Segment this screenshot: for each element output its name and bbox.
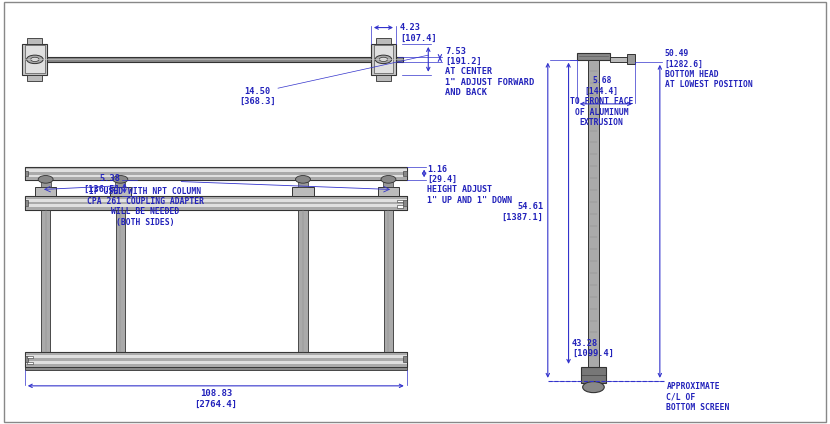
Bar	[610, 57, 627, 62]
Bar	[581, 367, 606, 383]
Bar	[376, 38, 391, 44]
Bar	[27, 38, 42, 44]
Bar	[25, 175, 407, 178]
Bar	[397, 205, 403, 208]
Bar	[376, 75, 391, 81]
Text: 1.16
[29.4]
HEIGHT ADJUST
1" UP AND 1" DOWN: 1.16 [29.4] HEIGHT ADJUST 1" UP AND 1" D…	[427, 165, 512, 205]
Circle shape	[27, 55, 43, 64]
Bar	[25, 167, 407, 180]
Bar	[22, 44, 47, 75]
Bar	[397, 200, 403, 202]
Bar	[377, 352, 400, 359]
Circle shape	[583, 382, 604, 393]
Bar	[25, 196, 407, 210]
Circle shape	[383, 353, 393, 358]
Bar	[35, 187, 56, 196]
Circle shape	[295, 176, 310, 183]
Text: 43.28
[1099.4]: 43.28 [1099.4]	[572, 339, 614, 358]
Circle shape	[31, 57, 39, 61]
Bar	[25, 352, 407, 367]
Bar	[25, 207, 407, 210]
Text: 7.53
[191.2]
AT CENTER
1" ADJUST FORWARD
AND BACK: 7.53 [191.2] AT CENTER 1" ADJUST FORWARD…	[445, 47, 535, 97]
Bar	[25, 56, 403, 62]
Bar	[627, 54, 635, 64]
Bar	[25, 204, 407, 207]
Circle shape	[38, 176, 53, 183]
Bar	[378, 187, 399, 196]
Bar	[25, 356, 28, 362]
Bar	[25, 355, 407, 358]
Circle shape	[113, 176, 128, 183]
Bar	[403, 171, 407, 176]
Bar	[25, 169, 407, 172]
Bar	[34, 352, 57, 359]
Text: 5.68
[144.4]
TO FRONT FACE
OF ALUMINUM
EXTRUSION: 5.68 [144.4] TO FRONT FACE OF ALUMINUM E…	[570, 76, 633, 127]
Bar	[25, 45, 45, 73]
Text: 54.61
[1387.1]: 54.61 [1387.1]	[501, 202, 544, 221]
Bar	[25, 202, 407, 204]
Bar	[27, 362, 33, 364]
Bar	[109, 352, 132, 359]
Bar	[25, 358, 407, 361]
Bar	[577, 53, 610, 60]
Circle shape	[115, 353, 125, 358]
Bar	[110, 187, 131, 196]
Circle shape	[298, 353, 308, 358]
Bar	[27, 75, 42, 81]
Bar	[25, 196, 407, 199]
Bar	[374, 45, 393, 73]
Bar	[25, 171, 28, 176]
Bar	[383, 210, 393, 352]
Bar	[25, 361, 407, 364]
Bar	[25, 167, 407, 180]
Bar	[42, 210, 50, 352]
Bar	[403, 201, 407, 206]
Bar	[25, 178, 407, 180]
Bar	[588, 60, 598, 367]
Text: 14.50
[368.3]: 14.50 [368.3]	[239, 87, 276, 106]
Bar	[383, 182, 393, 187]
Bar	[27, 356, 33, 358]
Text: IF USED WITH NPT COLUMN
CPA 261 COUPLING ADAPTER
WILL BE NEEDED
(BOTH SIDES): IF USED WITH NPT COLUMN CPA 261 COUPLING…	[87, 187, 203, 227]
Bar	[298, 182, 308, 187]
Text: 50.49
[1282.6]
BOTTOM HEAD
AT LOWEST POSITION: 50.49 [1282.6] BOTTOM HEAD AT LOWEST POS…	[665, 49, 753, 89]
Bar	[25, 367, 407, 370]
Bar	[25, 167, 407, 169]
Circle shape	[379, 57, 388, 61]
Bar	[292, 187, 314, 196]
Bar	[25, 352, 407, 355]
Bar	[115, 210, 124, 352]
Bar	[41, 182, 51, 187]
Text: 4.23
[107.4]: 4.23 [107.4]	[400, 23, 437, 43]
Text: 108.83
[2764.4]: 108.83 [2764.4]	[194, 389, 237, 409]
Bar	[25, 352, 407, 367]
Bar	[371, 44, 396, 75]
Bar	[25, 172, 407, 175]
Text: 5.38
[136.5]: 5.38 [136.5]	[84, 174, 120, 194]
Bar	[403, 356, 407, 362]
Bar	[25, 364, 407, 367]
Bar	[115, 182, 125, 187]
Bar	[577, 53, 610, 60]
Circle shape	[41, 353, 51, 358]
Bar	[299, 210, 307, 352]
Bar	[25, 199, 407, 202]
Bar	[291, 352, 315, 359]
Circle shape	[381, 176, 396, 183]
Bar	[25, 201, 28, 206]
Text: APPROXIMATE
C/L OF
BOTTOM SCREEN: APPROXIMATE C/L OF BOTTOM SCREEN	[666, 382, 730, 412]
Bar	[25, 196, 407, 210]
Circle shape	[375, 55, 392, 64]
